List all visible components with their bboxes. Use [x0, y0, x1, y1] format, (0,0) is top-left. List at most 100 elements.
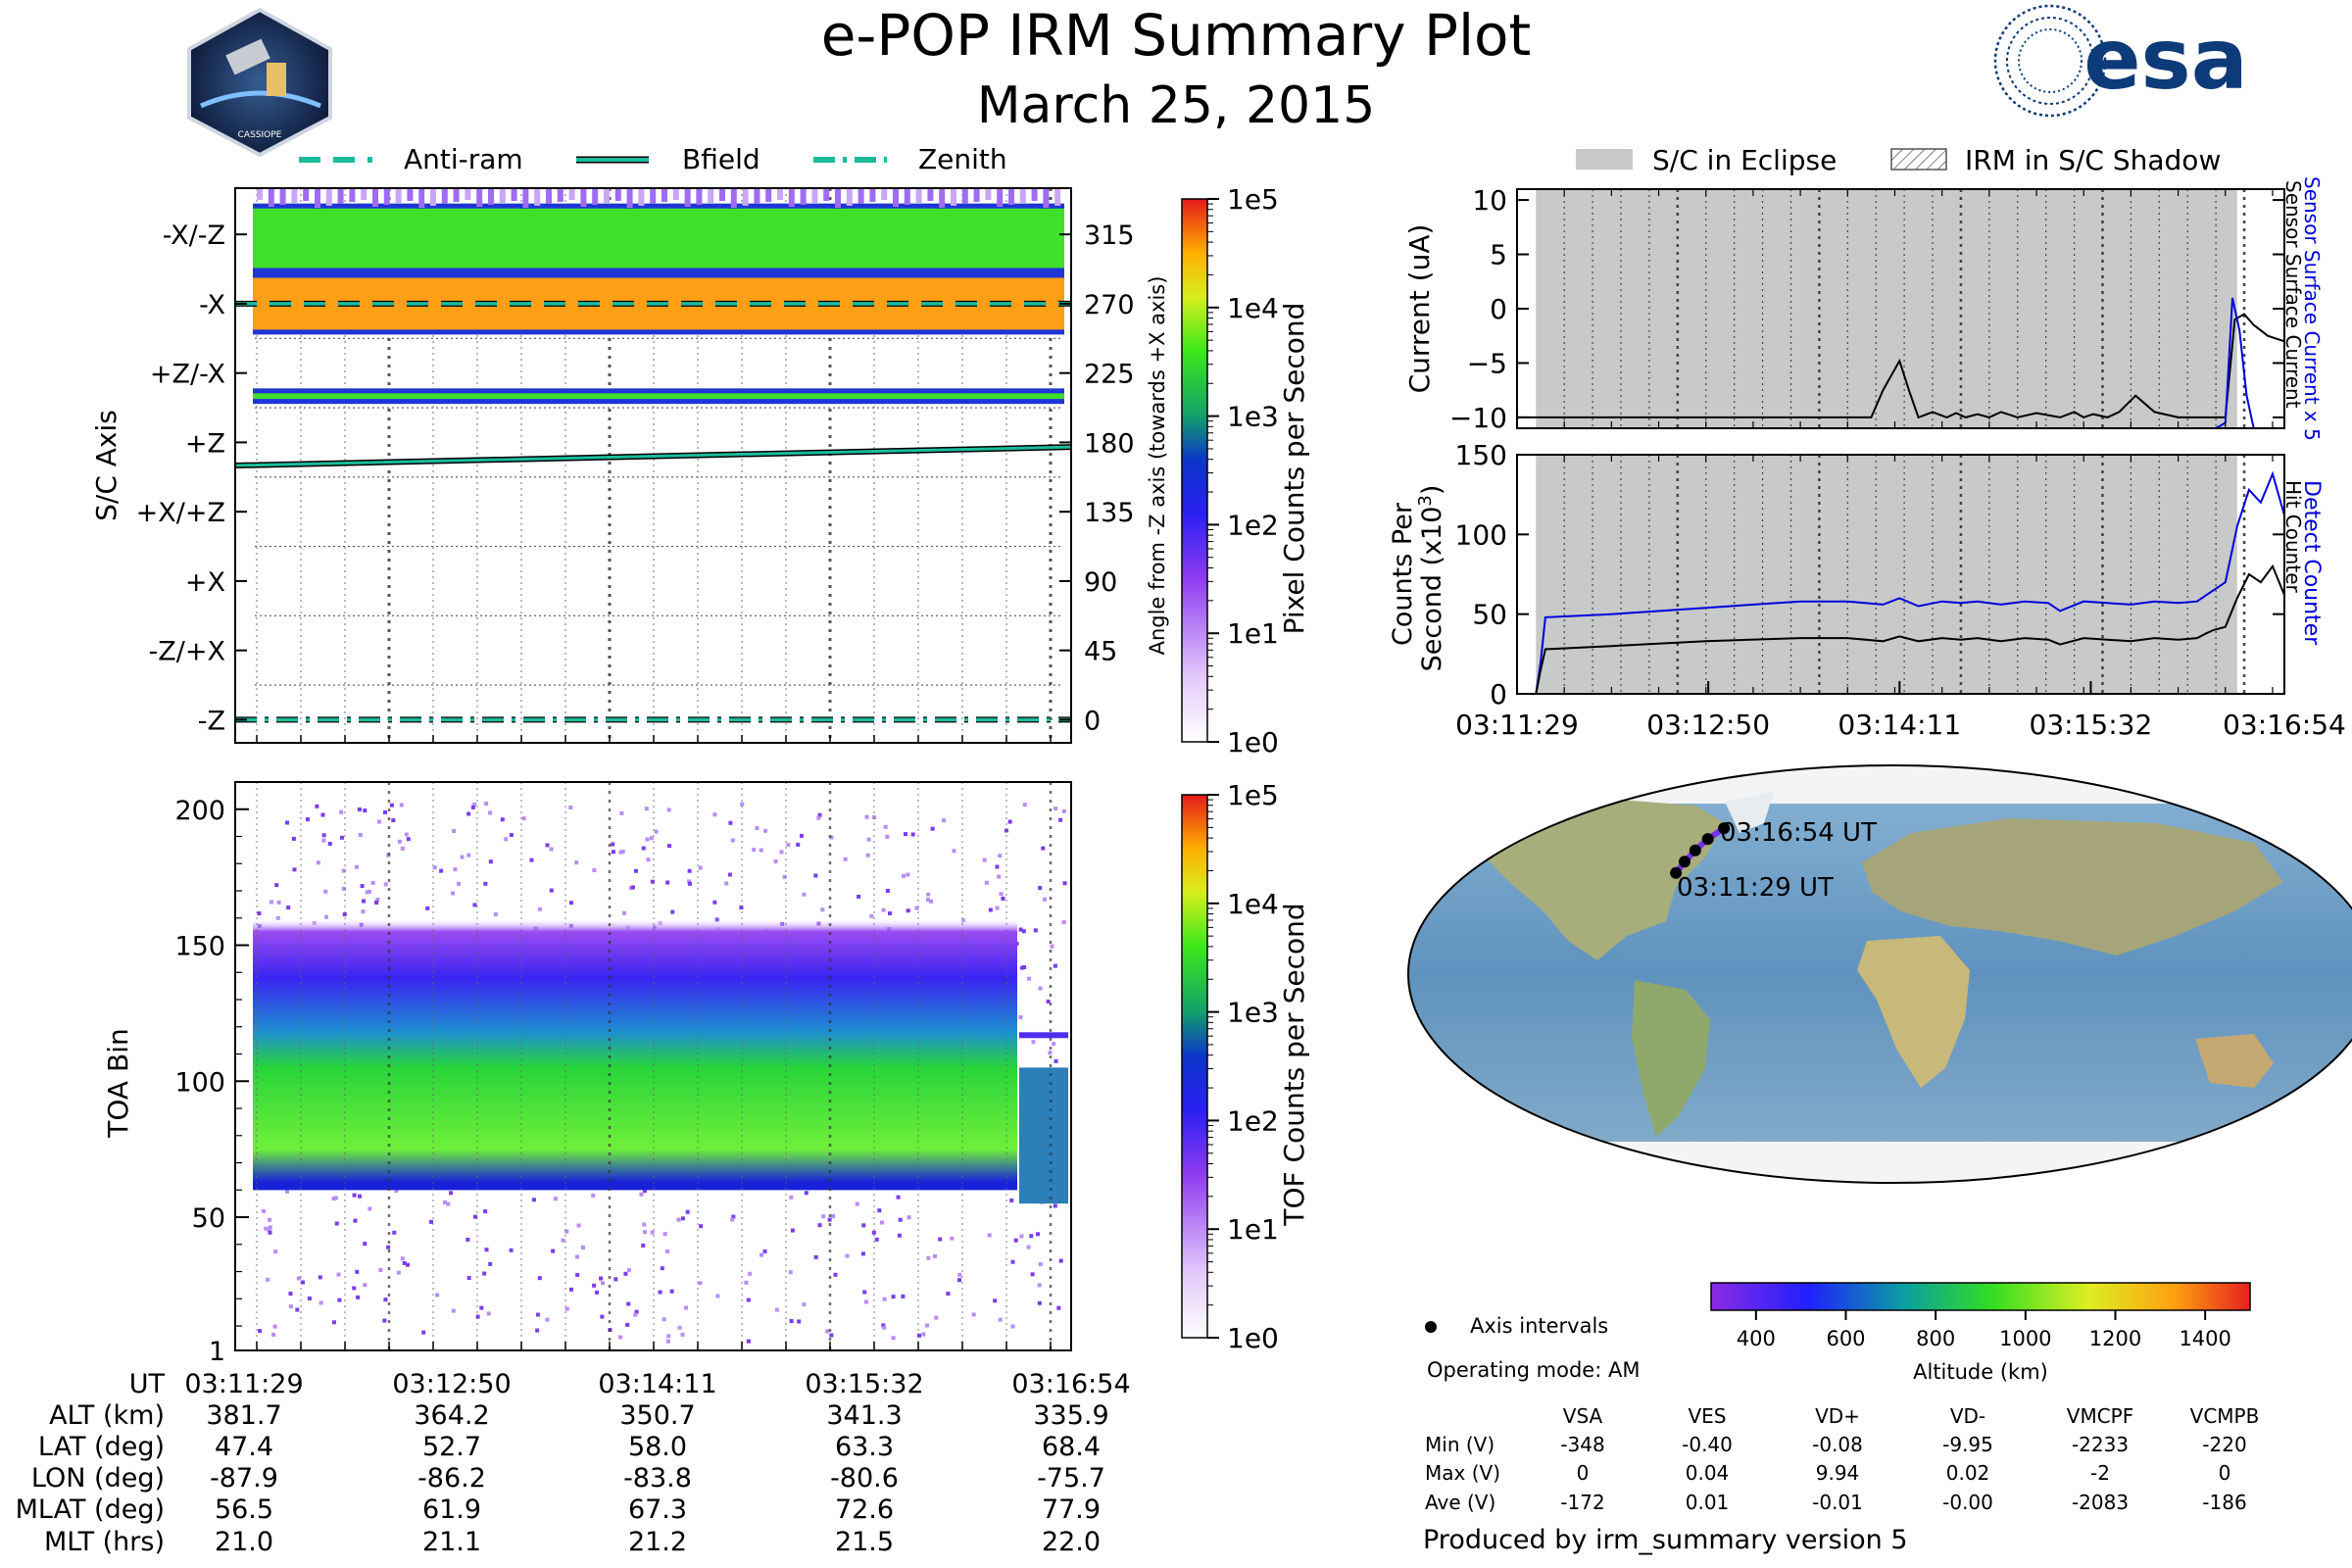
toa-speck [339, 809, 344, 814]
toa-speck [479, 1305, 484, 1310]
toa-speck [1022, 803, 1027, 808]
toa-speck [443, 1200, 448, 1204]
toa-speck [625, 1322, 630, 1327]
toa-speck [284, 1189, 289, 1194]
x-tick-label: 03:11:29 [1455, 709, 1579, 741]
toa-speck [406, 837, 411, 842]
toa-speck [504, 837, 509, 842]
toa-speck [425, 906, 430, 910]
toa-speck [500, 817, 505, 822]
altitude-colorbar-tick-label: 1000 [1999, 1327, 2051, 1350]
toa-speck [731, 1214, 736, 1219]
time-table-cell: 03:11:29 [184, 1369, 303, 1399]
sc-axis-band-edge-top [253, 388, 1064, 394]
toa-speck [382, 809, 387, 814]
time-table-cell: 63.3 [835, 1432, 894, 1462]
toa-speck [1037, 1283, 1042, 1288]
toa-speck [633, 868, 638, 873]
toa-speck [307, 1296, 312, 1300]
toa-speck [286, 906, 291, 910]
sc-axis-tick-label-left: +Z [185, 428, 225, 459]
toa-speck [466, 853, 471, 858]
time-table-row-label: MLAT (deg) [16, 1494, 165, 1525]
voltage-header: VD- [1950, 1404, 1985, 1428]
toa-speck [394, 1189, 399, 1194]
toa-speck [357, 1194, 362, 1199]
time-table-cell: 52.7 [422, 1432, 481, 1462]
toa-speck [378, 1268, 383, 1273]
toa-speck [863, 1299, 868, 1304]
tof-colorbar-label: TOF Counts per Second [1278, 903, 1310, 1226]
sc-axis-speckle [961, 188, 968, 204]
voltage-cell: -2083 [2072, 1491, 2129, 1514]
toa-speck [622, 910, 627, 915]
toa-speck [324, 914, 329, 919]
toa-speck [1031, 1040, 1036, 1045]
toa-speck [995, 906, 1000, 910]
sc-axis-speckle [303, 188, 310, 201]
sc-axis-band-edge-bottom [253, 329, 1064, 335]
counter-right-label-black: Hit Counter [2281, 480, 2305, 593]
toa-speck [740, 802, 745, 807]
y-tick-label: 0 [1490, 678, 1507, 710]
toa-speck [752, 848, 757, 853]
sc-axis-speckle [1008, 188, 1014, 205]
time-table-cell: 58.0 [628, 1432, 687, 1462]
sc-axis-speckle [893, 188, 899, 207]
sc-axis-tick-label-right: 0 [1084, 706, 1101, 736]
sc-axis-speckle [372, 188, 378, 207]
toa-speck [320, 812, 325, 817]
voltage-cell: -220 [2202, 1433, 2246, 1456]
legend-shadow-swatch [1890, 148, 1947, 171]
toa-speck [1018, 1015, 1023, 1020]
legend-left: Anti-ram Bfield Zenith [299, 143, 1007, 175]
toa-speck [295, 1307, 300, 1312]
toa-speck [630, 885, 635, 890]
sc-axis-ylabel-right: Angle from -Z axis (towards +X axis) [1146, 276, 1169, 656]
toa-speck [266, 1277, 270, 1282]
map-australia [2195, 1034, 2274, 1088]
time-table-cell: 381.7 [206, 1400, 281, 1431]
toa-speck [545, 1317, 550, 1322]
sc-axis-speckle [672, 188, 679, 200]
toa-speck [341, 886, 346, 891]
toa-speck [1019, 1234, 1024, 1239]
toa-speck [641, 1243, 646, 1248]
sc-axis-speckle [811, 188, 818, 203]
toa-speck [321, 833, 326, 838]
toa-speck [488, 810, 493, 815]
toa-speck [665, 1339, 670, 1344]
toa-speck [715, 1294, 720, 1298]
toa-speck [568, 901, 573, 906]
altitude-colorbar-ticks: 400 600 800 1000 1200 1400 [1737, 1310, 2231, 1350]
toa-speck [816, 815, 821, 820]
sc-axis-band-edge-top [253, 272, 1064, 278]
toa-speck [267, 1228, 271, 1233]
toa-speck [698, 1281, 703, 1286]
map-track [1670, 822, 1731, 879]
toa-speck [600, 1314, 605, 1319]
sc-axis-speckle [777, 188, 783, 200]
sc-axis-speckle [395, 188, 402, 203]
page-date: March 25, 2015 [977, 76, 1376, 135]
toa-speck [685, 1209, 690, 1214]
toa-speck [984, 880, 989, 885]
x-tick-label: 03:12:50 [1646, 709, 1770, 741]
sc-axis-speckle [684, 188, 691, 207]
toa-speck [724, 881, 729, 886]
map-track-point [1701, 833, 1714, 846]
toa-speck [988, 907, 993, 912]
toa-speck [628, 886, 633, 891]
series-line-sensor-surface-current [1517, 313, 2285, 419]
toa-speck [790, 1228, 795, 1233]
time-table-row-label: UT [129, 1369, 166, 1399]
toa-speck [662, 1317, 666, 1322]
sc-axis-panel: -X/-Z 315 -X 270 +Z/-X 225 +Z 180 +X/+Z 135 +X 90 -Z… [90, 187, 1169, 744]
colorbar-tick-label: 1e3 [1227, 997, 1279, 1029]
time-table-cell: -75.7 [1037, 1463, 1105, 1494]
toa-speck [1038, 1262, 1043, 1267]
time-table-cell: -86.2 [417, 1463, 486, 1494]
